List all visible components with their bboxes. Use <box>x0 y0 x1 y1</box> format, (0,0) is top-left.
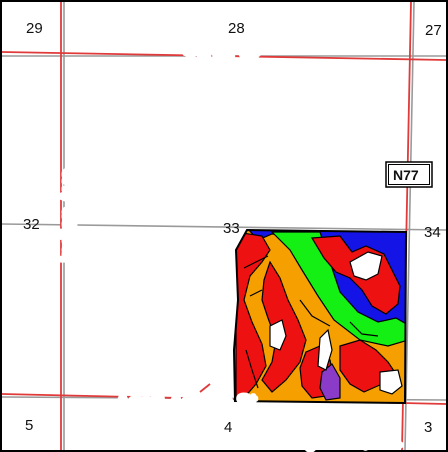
section-label-4: 4 <box>224 419 232 436</box>
zone-red-west <box>235 231 271 401</box>
zone-white-4 <box>379 369 403 395</box>
highway-shield: N77 <box>385 161 433 188</box>
field-soil-zones[interactable] <box>230 225 410 407</box>
road-label-south: Adair-Adams St <box>116 392 256 414</box>
highway-shield-label: N77 <box>393 167 419 183</box>
copyright-notice: ©2022 AgriData, Inc. <box>236 430 402 450</box>
section-label-5: 5 <box>25 417 33 434</box>
field-boundary <box>232 228 408 405</box>
zone-white-1 <box>349 251 383 281</box>
section-label-29: 29 <box>26 20 43 37</box>
section-label-27: 27 <box>425 22 442 39</box>
section-label-32: 32 <box>23 216 40 233</box>
zone-white-2 <box>269 319 287 351</box>
zone-white-3 <box>317 328 333 371</box>
section-label-28: 28 <box>228 20 245 37</box>
zone-green <box>270 231 406 347</box>
section-label-3: 3 <box>424 419 432 436</box>
road-north-line <box>1 51 447 61</box>
section-label-33: 33 <box>223 220 240 237</box>
section-label-34: 34 <box>424 224 441 241</box>
road-label-north: 330th St <box>184 47 259 69</box>
road-label-west: Indian Ave <box>58 169 80 262</box>
zone-purple <box>319 363 341 401</box>
